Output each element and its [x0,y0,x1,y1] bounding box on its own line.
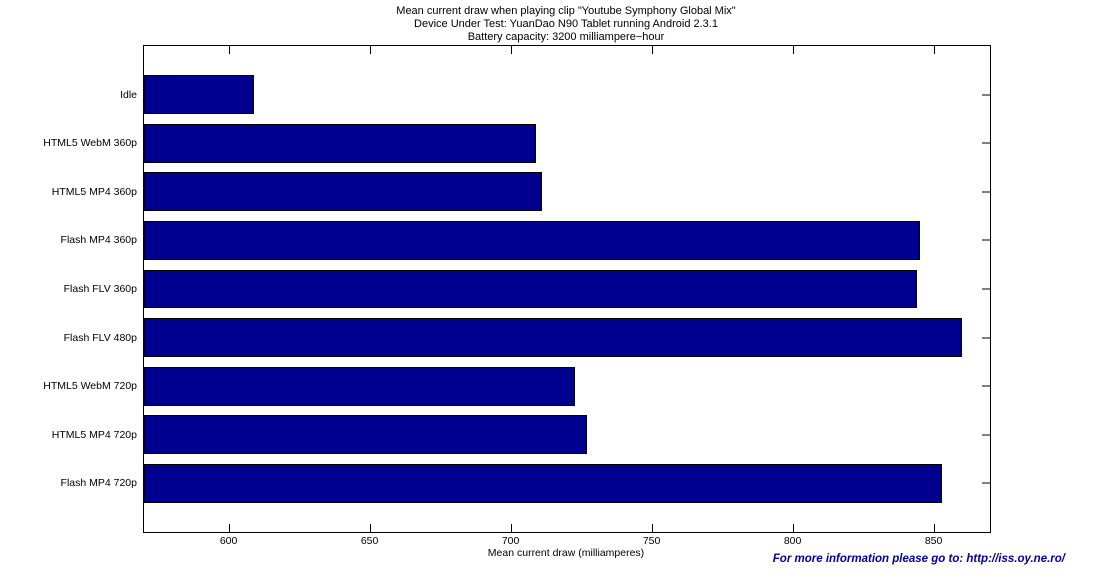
plot-area: Idle HTML5 WebM 360p HTML5 MP4 360p Flash M… [43,45,991,547]
y-tick-label-idle: Idle [120,88,137,101]
y-tick-mark-right [982,142,990,144]
y-tick-mark-right [982,94,990,96]
title-line-1: Mean current draw when playing clip "You… [396,5,736,17]
x-tick-label-600: 600 [219,535,238,547]
x-tick-mark [228,524,230,532]
x-tick-mark [510,46,512,54]
x-axis-label: Mean current draw (milliamperes) [487,547,645,559]
y-tick-label-flash-mp4-360p: Flash MP4 360p [60,234,137,247]
x-tick-label-800: 800 [783,535,802,547]
y-tick-label-flash-mp4-720p: Flash MP4 720p [60,477,137,490]
x-tick-mark [792,46,794,54]
title-line-3: Battery capacity: 3200 milliampere−hour [467,31,665,43]
x-tick-label-850: 850 [924,535,943,547]
x-tick-label-750: 750 [642,535,661,547]
footer-note: For more information please go to: http:… [772,553,1065,565]
y-tick-mark-right [982,239,990,241]
y-tick-mark-right [982,434,990,436]
x-tick-mark [792,524,794,532]
x-tick-mark [933,524,935,532]
y-tick-label-html5-mp4-360p: HTML5 MP4 360p [51,185,137,198]
title-line-2: Device Under Test: YuanDao N90 Tablet ru… [414,18,718,30]
y-tick-label-html5-webm-360p: HTML5 WebM 360p [43,137,137,150]
x-tick-mark [228,46,230,54]
bar-flash-mp4-360p [144,220,920,260]
x-tick-mark [510,524,512,532]
chart-title: Mean current draw when playing clip "You… [143,5,989,44]
x-tick-mark [369,524,371,532]
x-tick-mark [651,524,653,532]
y-tick-mark-right [982,337,990,339]
bar-html5-webm-360p [144,123,536,163]
bar-flash-flv-480p [144,318,962,358]
y-tick-mark-right [982,482,990,484]
y-tick-mark-right [982,191,990,193]
bar-idle [144,75,254,115]
bar-html5-mp4-720p [144,415,587,455]
x-tick-label-700: 700 [501,535,520,547]
y-tick-mark-right [982,288,990,290]
y-tick-label-html5-mp4-720p: HTML5 MP4 720p [51,428,137,441]
y-tick-label-flash-flv-360p: Flash FLV 360p [63,283,137,295]
x-tick-mark [933,46,935,54]
y-tick-label-html5-webm-720p: HTML5 WebM 720p [43,380,137,393]
x-tick-mark [369,46,371,54]
bar-flash-flv-360p [144,269,917,309]
bar-html5-mp4-360p [144,172,542,212]
bar-flash-mp4-720p [144,463,943,503]
x-tick-mark [651,46,653,54]
x-tick-label-650: 650 [360,535,379,547]
bar-html5-webm-720p [144,366,576,406]
y-tick-label-flash-flv-480p: Flash FLV 480p [63,331,137,344]
y-tick-mark-right [982,385,990,387]
